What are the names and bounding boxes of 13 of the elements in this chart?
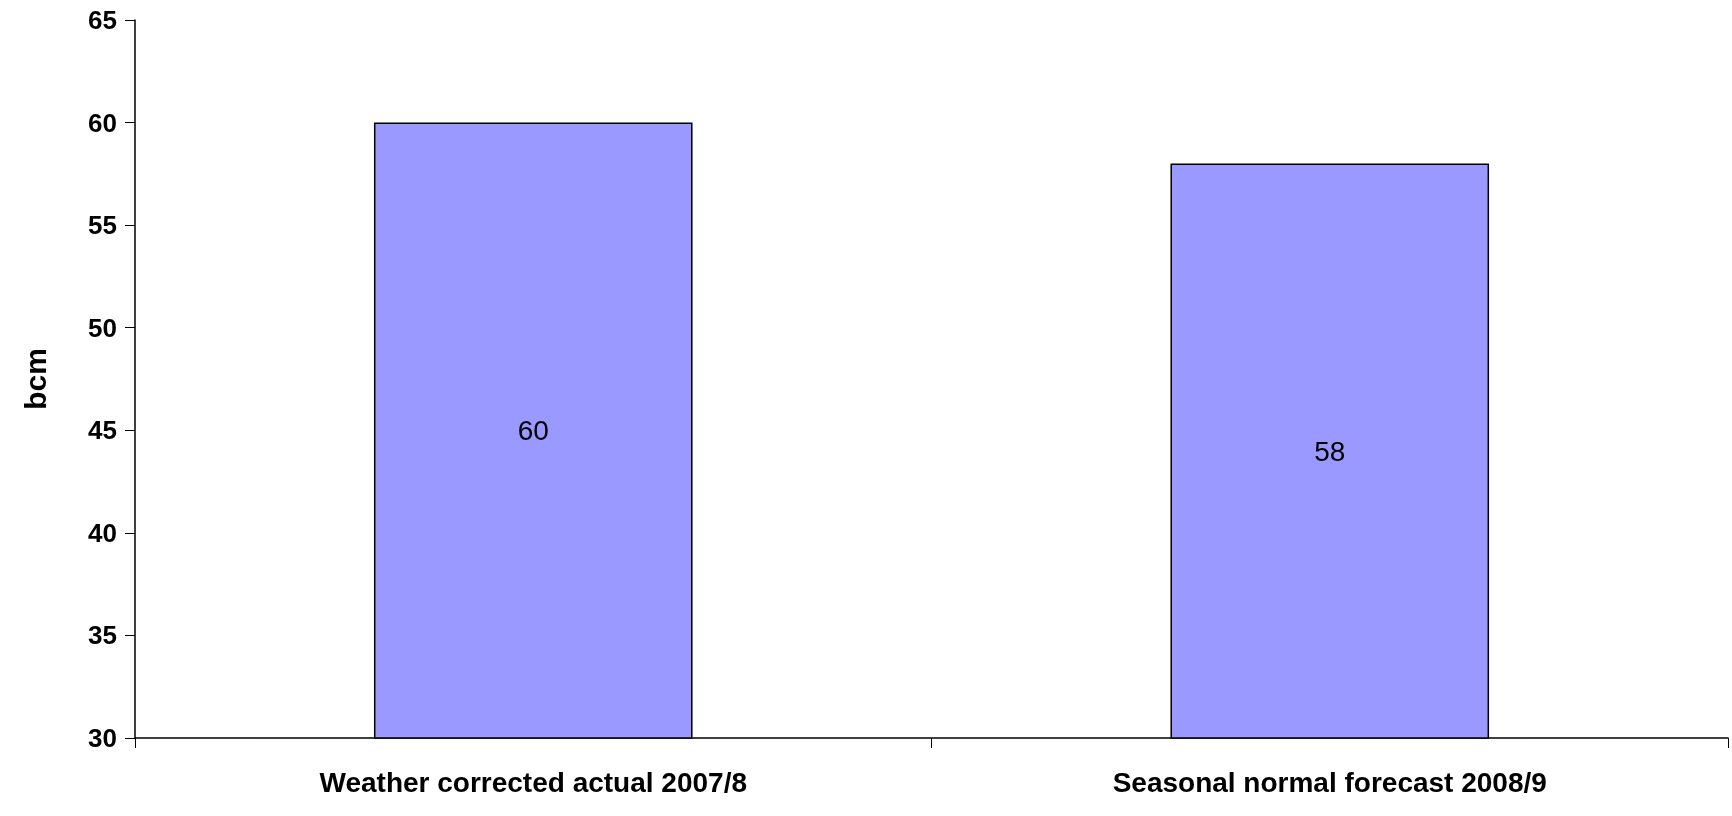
data-label: 58 [1314,435,1346,467]
x-tick-label: Seasonal normal forecast 2008/9 [1112,766,1547,798]
y-tick-label: 30 [88,723,117,753]
y-tick-label: 60 [88,107,117,138]
data-label: 60 [517,415,549,447]
x-tick-label: Weather corrected actual 2007/8 [319,766,747,798]
y-tick-label: 35 [88,620,117,651]
y-tick-label: 55 [88,210,117,241]
y-axis-title: bcm [18,348,52,410]
y-tick-label: 40 [88,517,117,548]
y-tick-label: 45 [88,415,117,446]
y-tick-label: 65 [88,5,117,35]
y-tick-label: 50 [88,312,117,343]
